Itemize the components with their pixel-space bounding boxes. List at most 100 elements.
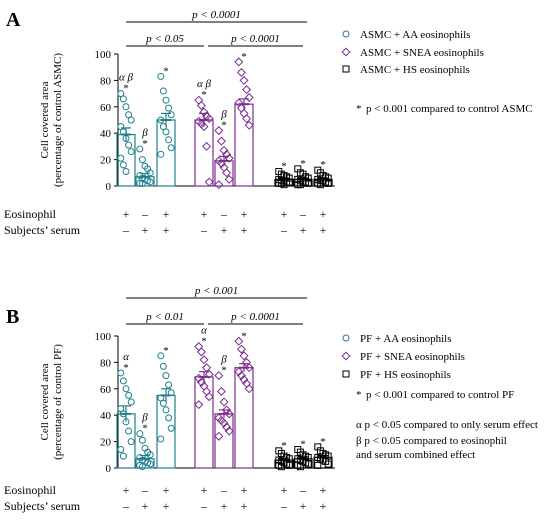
y-tick-label: 20 [100,155,112,167]
data-point [214,431,224,441]
data-point [202,141,212,151]
y-tick-label: 60 [100,102,112,114]
condition-sign: – [299,207,307,221]
data-point [239,375,249,385]
condition-row-label: Subjects’ serum [4,499,81,513]
data-point [219,145,229,155]
data-point [216,159,226,169]
data-point [222,405,232,415]
data-point [127,438,135,446]
y-axis-label: (percentage of control ASMC) [52,53,64,187]
footnote-star: * [356,103,362,115]
significance-star: * [300,158,306,170]
condition-sign: + [281,207,288,221]
data-point [119,128,127,136]
data-point [242,114,252,124]
legend-marker [341,47,351,57]
data-point [146,460,154,468]
significance-star: * [142,423,148,435]
data-point [165,381,173,389]
greek-annotation: α β [119,72,134,84]
data-point [196,377,206,387]
condition-sign: – [280,499,288,513]
condition-sign: + [163,207,170,221]
significance-star: * [241,51,247,63]
significance-star: * [241,330,247,342]
data-point [239,351,249,361]
data-point [204,369,214,379]
condition-sign: – [299,483,307,497]
data-point [165,136,173,144]
y-tick-label: 80 [100,75,112,87]
data-point [138,436,146,444]
data-point [122,385,130,393]
data-point [216,136,226,146]
data-point [236,344,246,354]
data-point [214,413,224,423]
data-point [196,347,206,357]
data-point [167,144,175,152]
data-point [204,392,214,402]
data-point [167,424,175,432]
significance-star: * [320,159,326,171]
footnote: p < 0.001 compared to control PF [366,389,514,401]
legend-label: PF + HS eosinophils [360,369,451,381]
significance-label: p < 0.0001 [191,9,241,21]
condition-sign: + [163,499,170,513]
data-point [146,178,154,186]
condition-row-label: Eosinophil [4,483,57,497]
y-tick-label: 40 [100,410,112,422]
data-point [199,355,209,365]
data-point [239,108,249,118]
data-point [324,460,332,468]
data-point [194,400,204,410]
condition-sign: + [123,483,130,497]
data-point [119,95,127,103]
data-point [167,111,175,119]
condition-sign: – [200,223,208,237]
data-point [119,452,127,460]
data-point [239,75,249,85]
condition-sign: + [142,499,149,513]
legend-label: PF + SNEA eosinophils [360,351,465,363]
data-point [219,418,229,428]
data-point [146,169,154,177]
data-point [136,179,144,187]
data-point [127,398,135,406]
data-point [316,181,324,189]
data-point [119,377,127,385]
condition-sign: + [201,483,208,497]
legend-label: ASMC + HS eosinophils [360,64,470,76]
data-point [199,122,209,132]
data-point [244,120,254,130]
data-point [224,409,234,419]
y-axis-label: Cell covered area [39,81,51,158]
data-point [244,384,254,394]
y-tick-label: 40 [100,128,112,140]
data-point [125,141,133,149]
data-point [219,397,229,407]
y-tick-label: 0 [106,181,112,193]
data-point [214,371,224,381]
data-point [234,57,244,67]
data-point [296,181,304,189]
data-point [136,430,144,438]
greek-annotation: β [220,109,227,121]
data-point [157,116,165,124]
condition-sign: – [141,207,149,221]
significance-star: * [201,336,207,348]
data-point [222,149,232,159]
data-point [119,410,127,418]
data-point [159,399,167,407]
condition-sign: – [280,223,288,237]
significance-star: * [300,439,306,451]
data-point [222,168,232,178]
data-point [242,85,252,95]
data-point [314,461,322,469]
data-point [304,179,312,187]
y-tick-label: 100 [95,49,112,61]
bar [234,103,254,187]
condition-sign: + [320,483,327,497]
data-point [277,463,285,471]
data-point [165,104,173,112]
